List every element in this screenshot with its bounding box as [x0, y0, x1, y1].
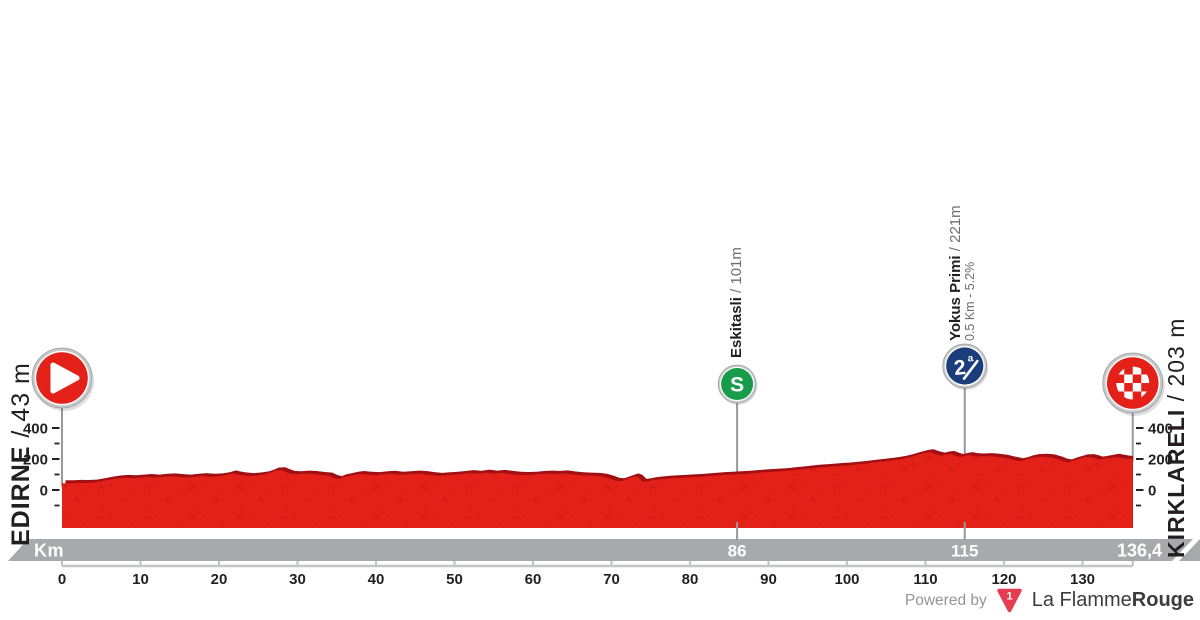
y-tick-label-left: 0	[40, 483, 48, 500]
ruler-tick-label: 0	[58, 571, 66, 588]
elevation-axis: 0 0 200 200 400 400	[23, 421, 1173, 507]
elevation-profile	[62, 449, 1133, 528]
profile-texture	[62, 452, 1133, 528]
ruler-tick-label: 40	[368, 571, 385, 588]
ruler-tick-label: 70	[603, 571, 620, 588]
climb-elevation: / 221m	[947, 205, 964, 256]
start-icon	[31, 347, 94, 411]
svg-text:a: a	[967, 353, 974, 365]
ruler-tick-label: 110	[913, 571, 937, 588]
y-tick-label-left: 200	[23, 452, 48, 469]
finish-label: KIRKLARELI / 203 m	[1163, 317, 1189, 558]
ruler-tick-label: 130	[1070, 571, 1095, 588]
footer-branding: Powered by 1 La FlammeRouge	[905, 588, 1194, 613]
y-tick-label-right: 400	[1148, 421, 1173, 438]
y-tick-label-right: 0	[1148, 483, 1156, 500]
brand-prefix: La Flamme	[1031, 589, 1132, 611]
y-tick-label-left: 400	[23, 421, 48, 438]
sprint-elevation: / 101m	[728, 247, 745, 298]
finish-name: KIRKLARELI	[1163, 408, 1189, 558]
route-icons: S 2 a	[31, 343, 1165, 416]
km-bar: Km 86 115 136,4	[8, 539, 1200, 561]
km-bar-title: Km	[34, 541, 64, 561]
km-bar-corner	[1179, 539, 1200, 561]
marker-bar-ticks	[736, 522, 966, 540]
ruler-tick-label: 100	[834, 571, 859, 588]
start-elevation: / 43 m	[7, 362, 35, 446]
ruler-tick-label: 20	[211, 571, 228, 588]
climb-label: Yokus Primi / 221m 0.5 Km - 5.2%	[947, 205, 978, 341]
la-flamme-rouge-logo-icon: 1	[997, 588, 1022, 613]
ruler-tick-label: 90	[760, 571, 777, 588]
finish-icon	[1102, 352, 1165, 416]
start-name: EDIRNE	[7, 445, 35, 546]
brand-name: La FlammeRouge	[1032, 589, 1194, 612]
brand-suffix: Rouge	[1131, 589, 1194, 611]
km-bar-shape	[8, 539, 1193, 561]
logo-badge-number: 1	[1006, 591, 1012, 603]
km-bar-total: 136,4	[1117, 541, 1162, 561]
ruler-tick-label: 50	[446, 571, 463, 588]
sprint-name: Eskitasli	[728, 297, 745, 358]
y-tick-label-right: 200	[1148, 452, 1173, 469]
ruler-tick-label: 60	[525, 571, 542, 588]
start-label: EDIRNE / 43 m	[7, 362, 35, 546]
ruler-tick-label: 120	[991, 571, 1016, 588]
svg-text:2: 2	[953, 356, 967, 380]
svg-text:S: S	[730, 374, 744, 397]
km-bar-marker-115: 115	[951, 542, 978, 561]
climb-detail: 0.5 Km - 5.2%	[963, 261, 978, 341]
climb-name: Yokus Primi	[947, 255, 964, 341]
powered-by-text: Powered by	[904, 591, 987, 609]
km-bar-marker-86: 86	[728, 542, 747, 561]
finish-elevation: / 203 m	[1163, 317, 1189, 409]
ruler-tick-label: 80	[682, 571, 699, 588]
sprint-label: Eskitasli / 101m	[728, 247, 745, 358]
ruler-tick-label: 10	[132, 571, 149, 588]
distance-ruler: 0 10 20 30 40 50 60 70 80 90 100 110 120 130	[58, 558, 1134, 588]
climb-category-icon: 2 a	[942, 343, 989, 390]
sprint-icon: S	[717, 364, 758, 405]
ruler-tick-label: 30	[289, 571, 306, 588]
